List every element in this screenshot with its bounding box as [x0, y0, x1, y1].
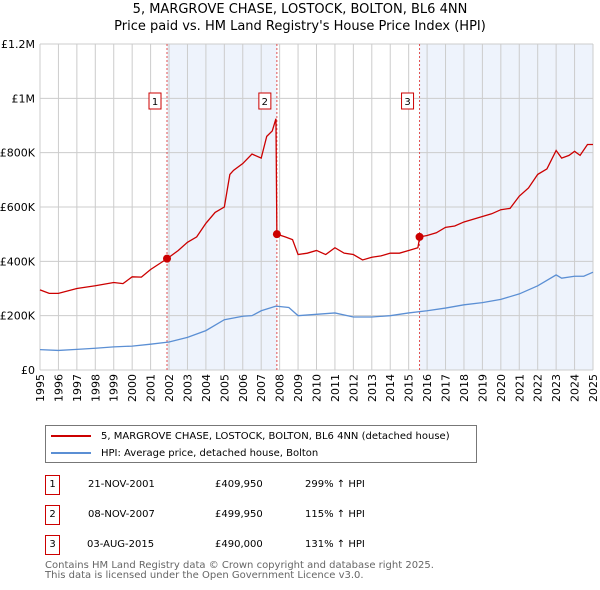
y-tick-label: £200K: [0, 310, 36, 323]
sale-marker-box: [258, 92, 272, 110]
x-tick-label: 2015: [403, 374, 416, 402]
x-tick-label: 2001: [145, 374, 158, 402]
series-line: [39, 118, 593, 295]
sale-marker-box: [148, 92, 162, 110]
x-tick-label: 2023: [550, 374, 563, 402]
legend-item-property: 5, MARGROVE CHASE, LOSTOCK, BOLTON, BL6 …: [46, 428, 450, 444]
x-tick-label: 2024: [569, 374, 582, 402]
sale-price: £409,950: [215, 479, 263, 490]
y-tick-label: £600K: [0, 201, 36, 214]
x-tick-label: 2004: [200, 374, 213, 402]
sale-point: [272, 230, 281, 239]
legend-item-hpi: HPI: Average price, detached house, Bolt…: [46, 445, 318, 461]
y-tick-label: £400K: [0, 255, 36, 268]
sale-date: 03-AUG-2015: [87, 539, 155, 550]
sale-point: [415, 232, 424, 241]
footer-line: This data is licensed under the Open Gov…: [45, 570, 364, 581]
sale-marker-label: 1: [152, 97, 158, 108]
sale-row: 2 08-NOV-2007 £499,950 115% ↑ HPI: [45, 505, 465, 525]
sale-date: 21-NOV-2001: [88, 479, 155, 490]
sale-row: 1 21-NOV-2001 £409,950 299% ↑ HPI: [45, 475, 465, 495]
x-tick-label: 2009: [292, 374, 305, 402]
sale-marker-label: 3: [404, 97, 410, 108]
sale-hpi: 115% ↑ HPI: [305, 509, 365, 520]
x-tick-label: 2022: [532, 374, 545, 402]
sale-row: 3 03-AUG-2015 £490,000 131% ↑ HPI: [45, 535, 465, 555]
legend-swatch: [51, 435, 91, 437]
sale-marker-box: [401, 92, 415, 110]
x-tick-label: 1995: [34, 374, 47, 402]
y-tick-label: £1M: [12, 92, 36, 105]
x-tick-label: 2021: [513, 374, 526, 402]
x-tick-label: 2018: [458, 374, 471, 402]
chart-title: 5, MARGROVE CHASE, LOSTOCK, BOLTON, BL6 …: [132, 2, 468, 17]
footer-line: Contains HM Land Registry data © Crown c…: [45, 560, 434, 571]
y-tick-label: £1.2M: [1, 38, 35, 51]
x-tick-label: 2003: [181, 374, 194, 402]
sale-price: £499,950: [215, 509, 263, 520]
legend: 5, MARGROVE CHASE, LOSTOCK, BOLTON, BL6 …: [45, 425, 477, 463]
x-tick-label: 2013: [366, 374, 379, 402]
x-tick-label: 2016: [421, 374, 434, 402]
x-tick-label: 2007: [255, 374, 268, 402]
x-tick-label: 2002: [163, 374, 176, 402]
x-tick-label: 1997: [71, 374, 84, 402]
sale-hpi: 299% ↑ HPI: [305, 479, 365, 490]
x-tick-label: 2012: [347, 374, 360, 402]
x-tick-label: 2014: [384, 374, 397, 402]
sale-point: [163, 254, 172, 263]
x-tick-label: 2010: [311, 374, 324, 402]
x-tick-label: 2008: [274, 374, 287, 402]
x-tick-label: 2006: [237, 374, 250, 402]
x-tick-label: 2019: [476, 374, 489, 402]
x-tick-label: 2011: [329, 374, 342, 402]
y-tick-label: £0: [21, 364, 35, 377]
x-tick-label: 2017: [440, 374, 453, 402]
x-tick-label: 2025: [587, 374, 600, 402]
series-line: [39, 271, 594, 352]
x-tick-label: 2000: [126, 374, 139, 402]
plot-area: £0 £200K £400K £600K £800K £1M £1.2M 1995 1996 19…: [0, 38, 600, 402]
sale-date: 08-NOV-2007: [88, 509, 155, 520]
sale-number: 2: [45, 505, 60, 525]
legend-label: 5, MARGROVE CHASE, LOSTOCK, BOLTON, BL6 …: [101, 430, 450, 442]
footer: Contains HM Land Registry data © Crown c…: [45, 561, 434, 581]
x-tick-label: 1999: [108, 374, 121, 402]
legend-swatch: [51, 452, 91, 454]
x-tick-label: 2020: [495, 374, 508, 402]
x-tick-label: 1998: [89, 374, 102, 402]
sale-number: 1: [45, 475, 60, 495]
sale-hpi: 131% ↑ HPI: [305, 539, 365, 550]
x-tick-label: 2005: [218, 374, 231, 402]
chart-subtitle: Price paid vs. HM Land Registry's House …: [114, 19, 486, 34]
x-tick-label: 1996: [52, 374, 65, 402]
legend-label: HPI: Average price, detached house, Bolt…: [101, 447, 319, 459]
sale-number: 3: [45, 535, 60, 555]
y-tick-label: £800K: [0, 147, 36, 160]
sale-marker-label: 2: [262, 97, 268, 108]
sale-price: £490,000: [215, 539, 263, 550]
